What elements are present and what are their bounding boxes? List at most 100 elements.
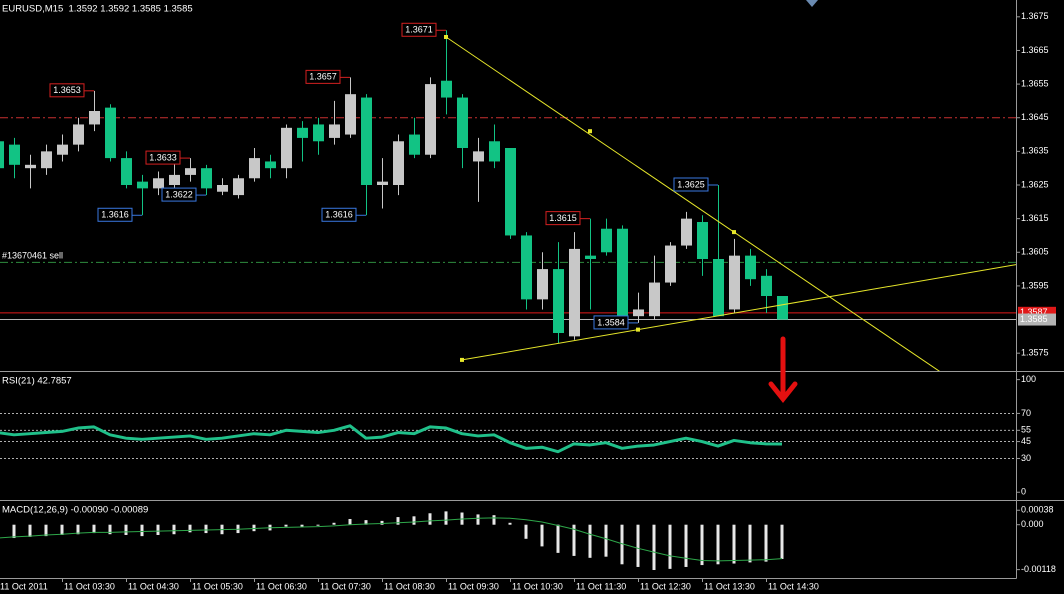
x-tick-label: 11 Oct 14:30 <box>768 581 819 591</box>
candle-body <box>505 148 516 236</box>
candle-body <box>297 127 308 138</box>
candle-body <box>377 181 388 185</box>
price-box <box>1018 313 1056 326</box>
y-tick-label: 1.3625 <box>1021 179 1049 189</box>
price-label-box <box>49 83 85 98</box>
macd-bar <box>636 524 640 567</box>
candle-body <box>537 269 548 300</box>
price-label-box <box>593 315 629 330</box>
candle-body <box>345 94 356 135</box>
candle-body <box>601 228 612 253</box>
price-label-box <box>161 187 197 202</box>
candle-body <box>329 124 340 138</box>
trendline-point <box>444 35 448 39</box>
y-tick-label: 1.3655 <box>1021 78 1049 88</box>
price-label: 1.3584 <box>597 317 625 327</box>
candle-body <box>697 222 708 259</box>
trendline-point <box>460 357 464 362</box>
price-label-box <box>321 207 357 222</box>
x-tick-label: 11 Oct 06:30 <box>256 581 307 591</box>
macd-bar <box>428 513 432 525</box>
macd-bar <box>44 524 48 537</box>
trendline-point <box>732 230 736 235</box>
y-tick-label: -0.00118 <box>1021 564 1056 574</box>
y-tick-label: 1.3645 <box>1021 112 1049 122</box>
panel-frame <box>0 0 1064 579</box>
candle-body <box>313 124 324 142</box>
macd-bar <box>572 524 576 556</box>
macd-bar <box>172 524 176 535</box>
signal-line <box>0 517 783 562</box>
y-tick-label: 30 <box>1021 453 1031 463</box>
macd-bar <box>364 520 368 525</box>
price-label-box <box>401 22 437 37</box>
x-tick-label: 11 Oct 13:30 <box>704 581 755 591</box>
macd-bar <box>540 524 544 547</box>
trendline <box>445 36 940 371</box>
macd-bar <box>92 524 96 534</box>
macd-bar <box>300 524 304 527</box>
macd-bar <box>764 524 768 562</box>
candle-body <box>121 158 132 185</box>
price-label: 1.3657 <box>309 72 337 82</box>
y-tick-label: 1.3635 <box>1021 146 1049 156</box>
price-label: 1.3653 <box>53 85 81 95</box>
macd-bar <box>588 524 592 558</box>
rsi-title: RSI(21) 42.7857 <box>2 376 72 387</box>
y-tick-label: 55 <box>1021 425 1031 435</box>
candle-body <box>681 218 692 246</box>
candle-body <box>425 84 436 155</box>
price-label: 1.3615 <box>549 213 577 223</box>
y-tick-label: 1.3665 <box>1021 45 1049 55</box>
candle-body <box>249 158 260 179</box>
candle-body <box>89 111 100 125</box>
x-tick-label: 11 Oct 09:30 <box>448 581 499 591</box>
macd-bar <box>492 515 496 525</box>
macd-bar <box>60 524 64 535</box>
candle-body <box>41 151 52 169</box>
y-tick-label: 0 <box>1021 487 1026 497</box>
candle-body <box>745 255 756 280</box>
candle-body <box>57 144 68 155</box>
price-label: 1.3633 <box>149 152 177 162</box>
candle-body <box>441 80 452 98</box>
price-label-box <box>545 211 581 226</box>
price-box-label: 1.3587 <box>1020 307 1048 317</box>
y-tick-label: 1.3615 <box>1021 213 1049 223</box>
price-box-label: 1.3585 <box>1020 314 1048 324</box>
candle-body <box>473 151 484 162</box>
candle-body <box>25 164 36 169</box>
candle-body <box>521 235 532 300</box>
candle-body <box>217 185 228 192</box>
candle-body <box>489 141 500 162</box>
candle-body <box>713 259 724 317</box>
price-label: 1.3671 <box>405 25 433 35</box>
macd-bar <box>556 524 560 553</box>
candle-body <box>105 107 116 159</box>
macd-bar <box>12 524 16 539</box>
candle-body <box>137 181 148 189</box>
price-panel: #13670461 sell 1.3653 1.3633 1.3657 1.3671 1.… <box>0 22 1016 371</box>
macd-bar <box>508 522 512 525</box>
candle-body <box>761 275 772 296</box>
macd-bar <box>732 524 736 564</box>
macd-bar <box>316 524 320 526</box>
candle-body <box>153 178 164 189</box>
y-tick-label: 70 <box>1021 408 1031 418</box>
order-tag: #13670461 sell <box>2 251 63 261</box>
macd-bar <box>780 524 784 559</box>
macd-bar <box>284 524 288 527</box>
y-tick-label: 0.000 <box>1021 519 1044 529</box>
price-label-box <box>673 177 709 192</box>
macd-bar <box>124 524 128 535</box>
candle-body <box>633 309 644 317</box>
price-label-box <box>145 150 181 165</box>
macd-bar <box>28 524 32 537</box>
macd-bar <box>476 514 480 525</box>
macd-bar <box>204 524 208 534</box>
candle-body <box>265 161 276 169</box>
price-label: 1.3625 <box>677 179 705 189</box>
trendline-point <box>588 129 592 134</box>
macd-bar <box>156 524 160 535</box>
